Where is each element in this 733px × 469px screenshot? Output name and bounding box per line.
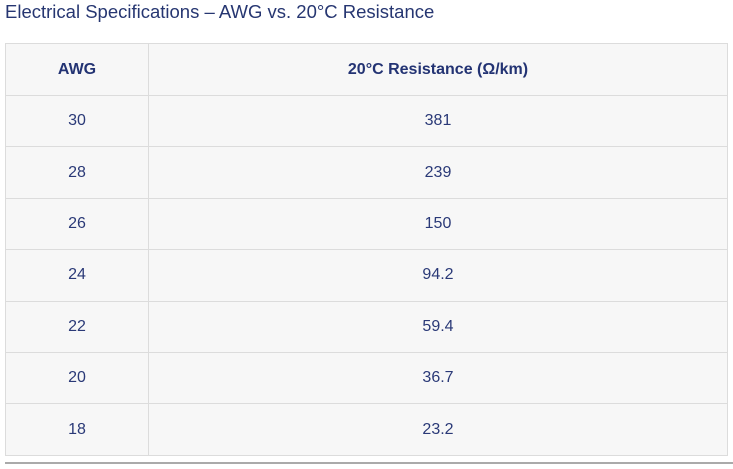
- table-row: 18 23.2: [5, 403, 728, 456]
- table-row: 26 150: [5, 197, 728, 251]
- resistance-cell: 59.4: [148, 300, 728, 353]
- divider: [5, 462, 733, 464]
- resistance-cell: 239: [148, 146, 728, 199]
- awg-cell: 26: [5, 197, 149, 251]
- header-awg: AWG: [5, 43, 149, 96]
- awg-cell: 30: [5, 94, 149, 148]
- resistance-cell: 36.7: [148, 351, 728, 405]
- resistance-cell: 94.2: [148, 249, 728, 302]
- table-row: 20 36.7: [5, 351, 728, 405]
- table-row: 24 94.2: [5, 249, 728, 302]
- table-row: 28 239: [5, 146, 728, 199]
- header-resistance: 20°C Resistance (Ω/km): [148, 43, 728, 96]
- awg-cell: 22: [5, 300, 149, 353]
- section-title: Electrical Specifications – AWG vs. 20°C…: [5, 1, 435, 22]
- awg-cell: 18: [5, 403, 149, 456]
- resistance-cell: 381: [148, 94, 728, 148]
- table-header-row: AWG 20°C Resistance (Ω/km): [5, 43, 728, 96]
- awg-cell: 24: [5, 249, 149, 302]
- resistance-table: AWG 20°C Resistance (Ω/km) 30 381 28 239 26 1…: [5, 43, 728, 456]
- resistance-cell: 23.2: [148, 403, 728, 456]
- resistance-cell: 150: [148, 197, 728, 251]
- table-row: 30 381: [5, 94, 728, 148]
- awg-cell: 20: [5, 351, 149, 405]
- awg-cell: 28: [5, 146, 149, 199]
- table-row: 22 59.4: [5, 300, 728, 353]
